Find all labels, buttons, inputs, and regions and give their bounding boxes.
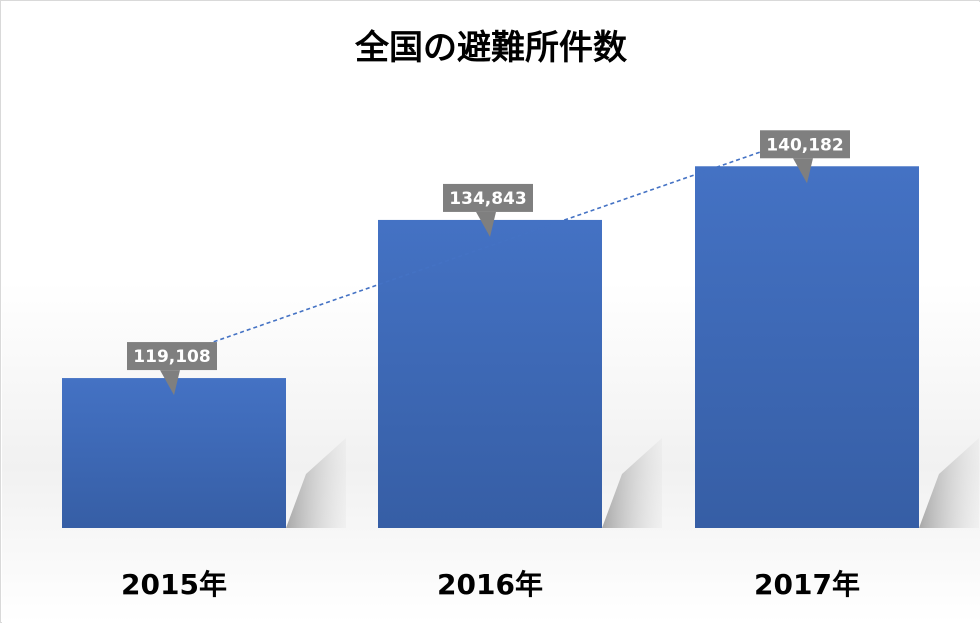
data-label: 140,182 <box>760 130 850 184</box>
data-label-text: 134,843 <box>449 189 526 209</box>
bar-shadow <box>286 438 346 528</box>
data-label-pointer <box>476 211 496 237</box>
data-label-pointer <box>793 158 813 184</box>
data-label-box <box>127 342 217 371</box>
data-label-box <box>760 130 850 159</box>
data-labels: 119,108 134,843 140,182 <box>127 130 850 396</box>
bar <box>62 378 286 528</box>
data-label-pointer <box>160 370 180 396</box>
bar <box>695 166 919 528</box>
data-label-box <box>443 183 533 212</box>
data-label-text: 119,108 <box>133 347 210 367</box>
bar <box>378 219 602 528</box>
bar-shadow <box>919 438 979 528</box>
x-axis-tick-labels: 2015年 2016年 2017年 <box>121 568 860 601</box>
data-label-text: 140,182 <box>766 135 843 155</box>
x-tick-label: 2017年 <box>754 568 860 601</box>
chart-title: 全国の避難所件数 <box>354 28 627 68</box>
data-label: 134,843 <box>443 183 533 237</box>
bar-shadows <box>286 438 979 528</box>
x-tick-label: 2015年 <box>121 568 227 601</box>
x-tick-label: 2016年 <box>437 568 543 601</box>
bar-shadow <box>602 438 662 528</box>
data-label: 119,108 <box>127 342 217 396</box>
